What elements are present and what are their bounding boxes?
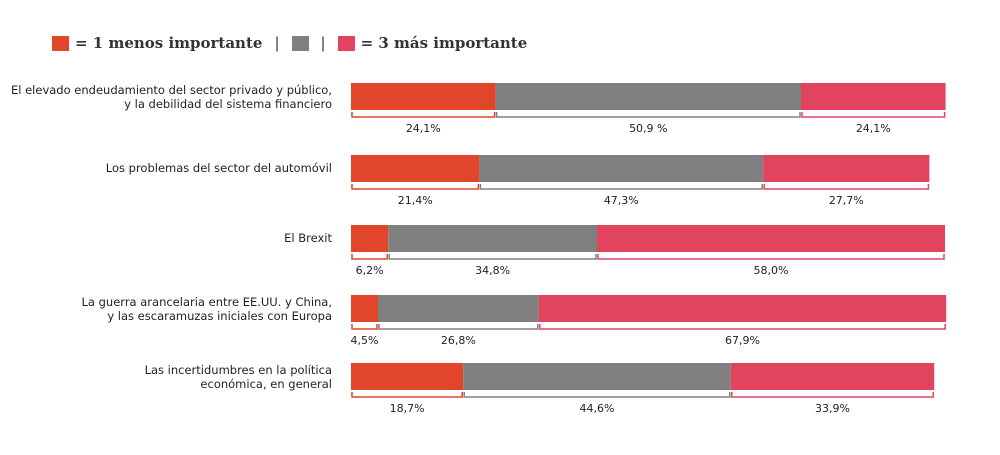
icon-pattern [463,363,731,390]
icon-pattern [597,225,945,252]
bracket [351,392,463,398]
bracket [388,254,597,260]
data-label: 34,8% [475,264,510,277]
bracket [351,324,378,330]
legend-swatch-low [52,35,69,51]
bar-row: El Brexit 6,2% 34,8% 58,0% [284,225,945,277]
data-label: 50,9 % [629,122,667,135]
data-label: 67,9% [725,334,760,347]
legend-swatch-high [337,35,355,51]
icon-pattern [351,155,480,182]
data-label: 58,0% [754,264,789,277]
bracket [597,254,945,260]
icon-pattern [378,295,539,322]
icon-pattern [351,83,496,110]
legend-separator: | [320,34,326,52]
icon-pattern [351,225,389,252]
data-label: 47,3% [604,194,639,207]
icon-pattern [351,363,464,390]
category-label: La guerra arancelaria entre EE.UU. y Chi… [82,295,332,309]
icon-pattern [763,155,930,182]
bar-row: Los problemas del sector del automóvil 21… [106,155,930,207]
bracket [731,392,934,398]
icon-pattern [351,295,378,322]
bracket [351,184,480,190]
legend-separator: | [274,34,280,52]
icon-pattern [538,295,947,322]
bracket [801,112,946,118]
bracket [479,184,763,190]
icon-pattern [495,83,801,110]
legend: = 1 menos importante | | = 3 más importa… [52,34,527,52]
icon-pattern [479,155,764,182]
bar-row: La guerra arancelaria entre EE.UU. y Chi… [82,295,947,347]
icon-pattern [730,363,935,390]
category-label: y las escaramuzas iniciales con Europa [107,309,332,323]
data-label: 18,7% [390,402,425,415]
category-label: El elevado endeudamiento del sector priv… [11,83,332,97]
icon-pattern [388,225,597,252]
legend-label-high: = 3 más importante [360,34,528,52]
bracket [495,112,801,118]
category-label: y la debilidad del sistema financiero [124,97,332,111]
data-label: 33,9% [815,402,850,415]
category-label: económica, en general [200,377,332,391]
bracket [763,184,930,190]
bar-row: Las incertidumbres en la políticaeconómi… [145,363,935,415]
bracket [351,254,388,260]
category-label: Las incertidumbres en la política [145,363,332,377]
data-label: 24,1% [856,122,891,135]
legend-label-low: = 1 menos importante [75,34,263,52]
data-label: 26,8% [441,334,476,347]
data-label: 24,1% [406,122,441,135]
category-label: Los problemas del sector del automóvil [106,161,332,175]
bracket [351,112,496,118]
bracket [539,324,946,330]
data-label: 27,7% [829,194,864,207]
legend-swatch-mid [291,35,309,51]
data-label: 4,5% [351,334,379,347]
category-label: El Brexit [284,231,332,245]
data-label: 6,2% [356,264,384,277]
bar-row: El elevado endeudamiento del sector priv… [11,83,946,135]
data-label: 44,6% [580,402,615,415]
icon-pattern [801,83,946,110]
bracket [378,324,539,330]
data-label: 21,4% [398,194,433,207]
bracket [463,392,731,398]
